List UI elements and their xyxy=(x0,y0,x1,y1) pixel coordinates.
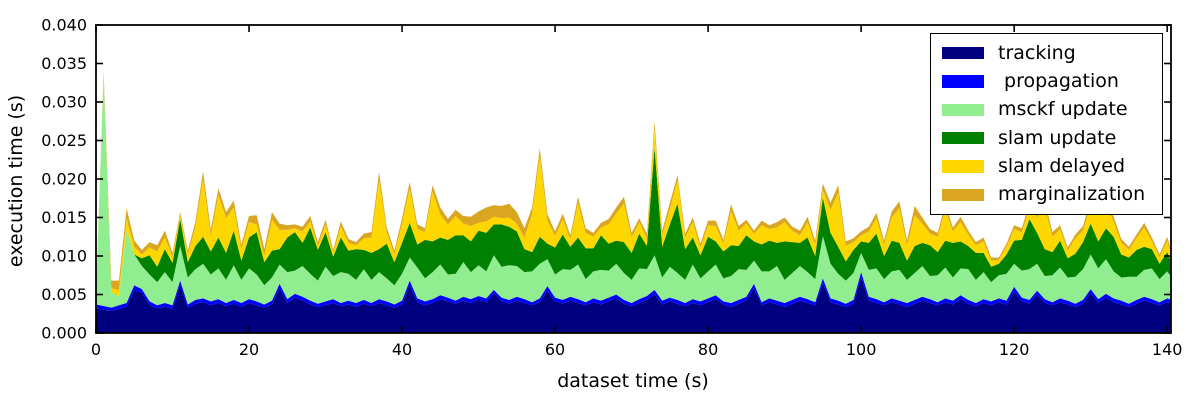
x-tick-label: 80 xyxy=(698,340,718,359)
y-tick-label: 0.040 xyxy=(41,16,87,35)
legend-swatch-slam-update xyxy=(942,131,984,145)
area-msckf-update xyxy=(96,75,1171,308)
x-tick-label: 100 xyxy=(846,340,877,359)
x-tick-label: 120 xyxy=(999,340,1030,359)
legend-swatch-msckf-update xyxy=(942,103,984,117)
legend-label: marginalization xyxy=(998,183,1146,206)
x-axis-label: dataset time (s) xyxy=(557,370,709,392)
y-tick-label: 0.005 xyxy=(41,285,87,304)
legend-item-slam-delayed: slam delayed xyxy=(942,152,1162,180)
legend-item-tracking: tracking xyxy=(942,39,1162,67)
legend: tracking propagation msckf update slam upd… xyxy=(930,33,1163,215)
x-tick-label: 20 xyxy=(239,340,259,359)
x-tick-label: 0 xyxy=(91,340,101,359)
legend-label: slam delayed xyxy=(998,155,1126,178)
legend-item-slam-update: slam update xyxy=(942,124,1162,152)
legend-swatch-slam-delayed xyxy=(942,160,984,173)
legend-label: slam update xyxy=(998,126,1117,149)
legend-label: propagation xyxy=(998,69,1119,92)
y-tick-label: 0.015 xyxy=(41,208,87,227)
x-tick-label: 60 xyxy=(545,340,565,359)
y-axis-label: execution time (s) xyxy=(5,95,27,267)
area-slam-update xyxy=(96,75,1171,297)
x-tick-label: 140 xyxy=(1152,340,1183,359)
y-tick-label: 0.035 xyxy=(41,54,87,73)
legend-swatch-marginalization xyxy=(942,188,984,202)
legend-item-propagation: propagation xyxy=(942,67,1162,95)
axes: 0 20 40 60 80 100 120 140 0.000 0.005 0.010 0.015 0.… xyxy=(41,16,1182,360)
legend-item-msckf-update: msckf update xyxy=(942,96,1162,124)
area-propagation xyxy=(96,272,1171,311)
y-tick-label: 0.030 xyxy=(41,93,87,112)
y-tick-label: 0.020 xyxy=(41,170,87,189)
y-tick-label: 0.025 xyxy=(41,131,87,150)
legend-swatch-tracking xyxy=(942,46,984,60)
y-tick-label: 0.010 xyxy=(41,247,87,266)
legend-item-marginalization: marginalization xyxy=(942,181,1162,209)
legend-label: msckf update xyxy=(998,98,1128,121)
area-slam-delayed xyxy=(96,75,1171,297)
legend-swatch-propagation xyxy=(942,75,984,88)
legend-label: tracking xyxy=(998,41,1076,64)
y-tick-label: 0.000 xyxy=(41,324,87,343)
plot-areas xyxy=(96,71,1171,333)
x-tick-label: 40 xyxy=(392,340,412,359)
area-tracking xyxy=(96,277,1171,333)
